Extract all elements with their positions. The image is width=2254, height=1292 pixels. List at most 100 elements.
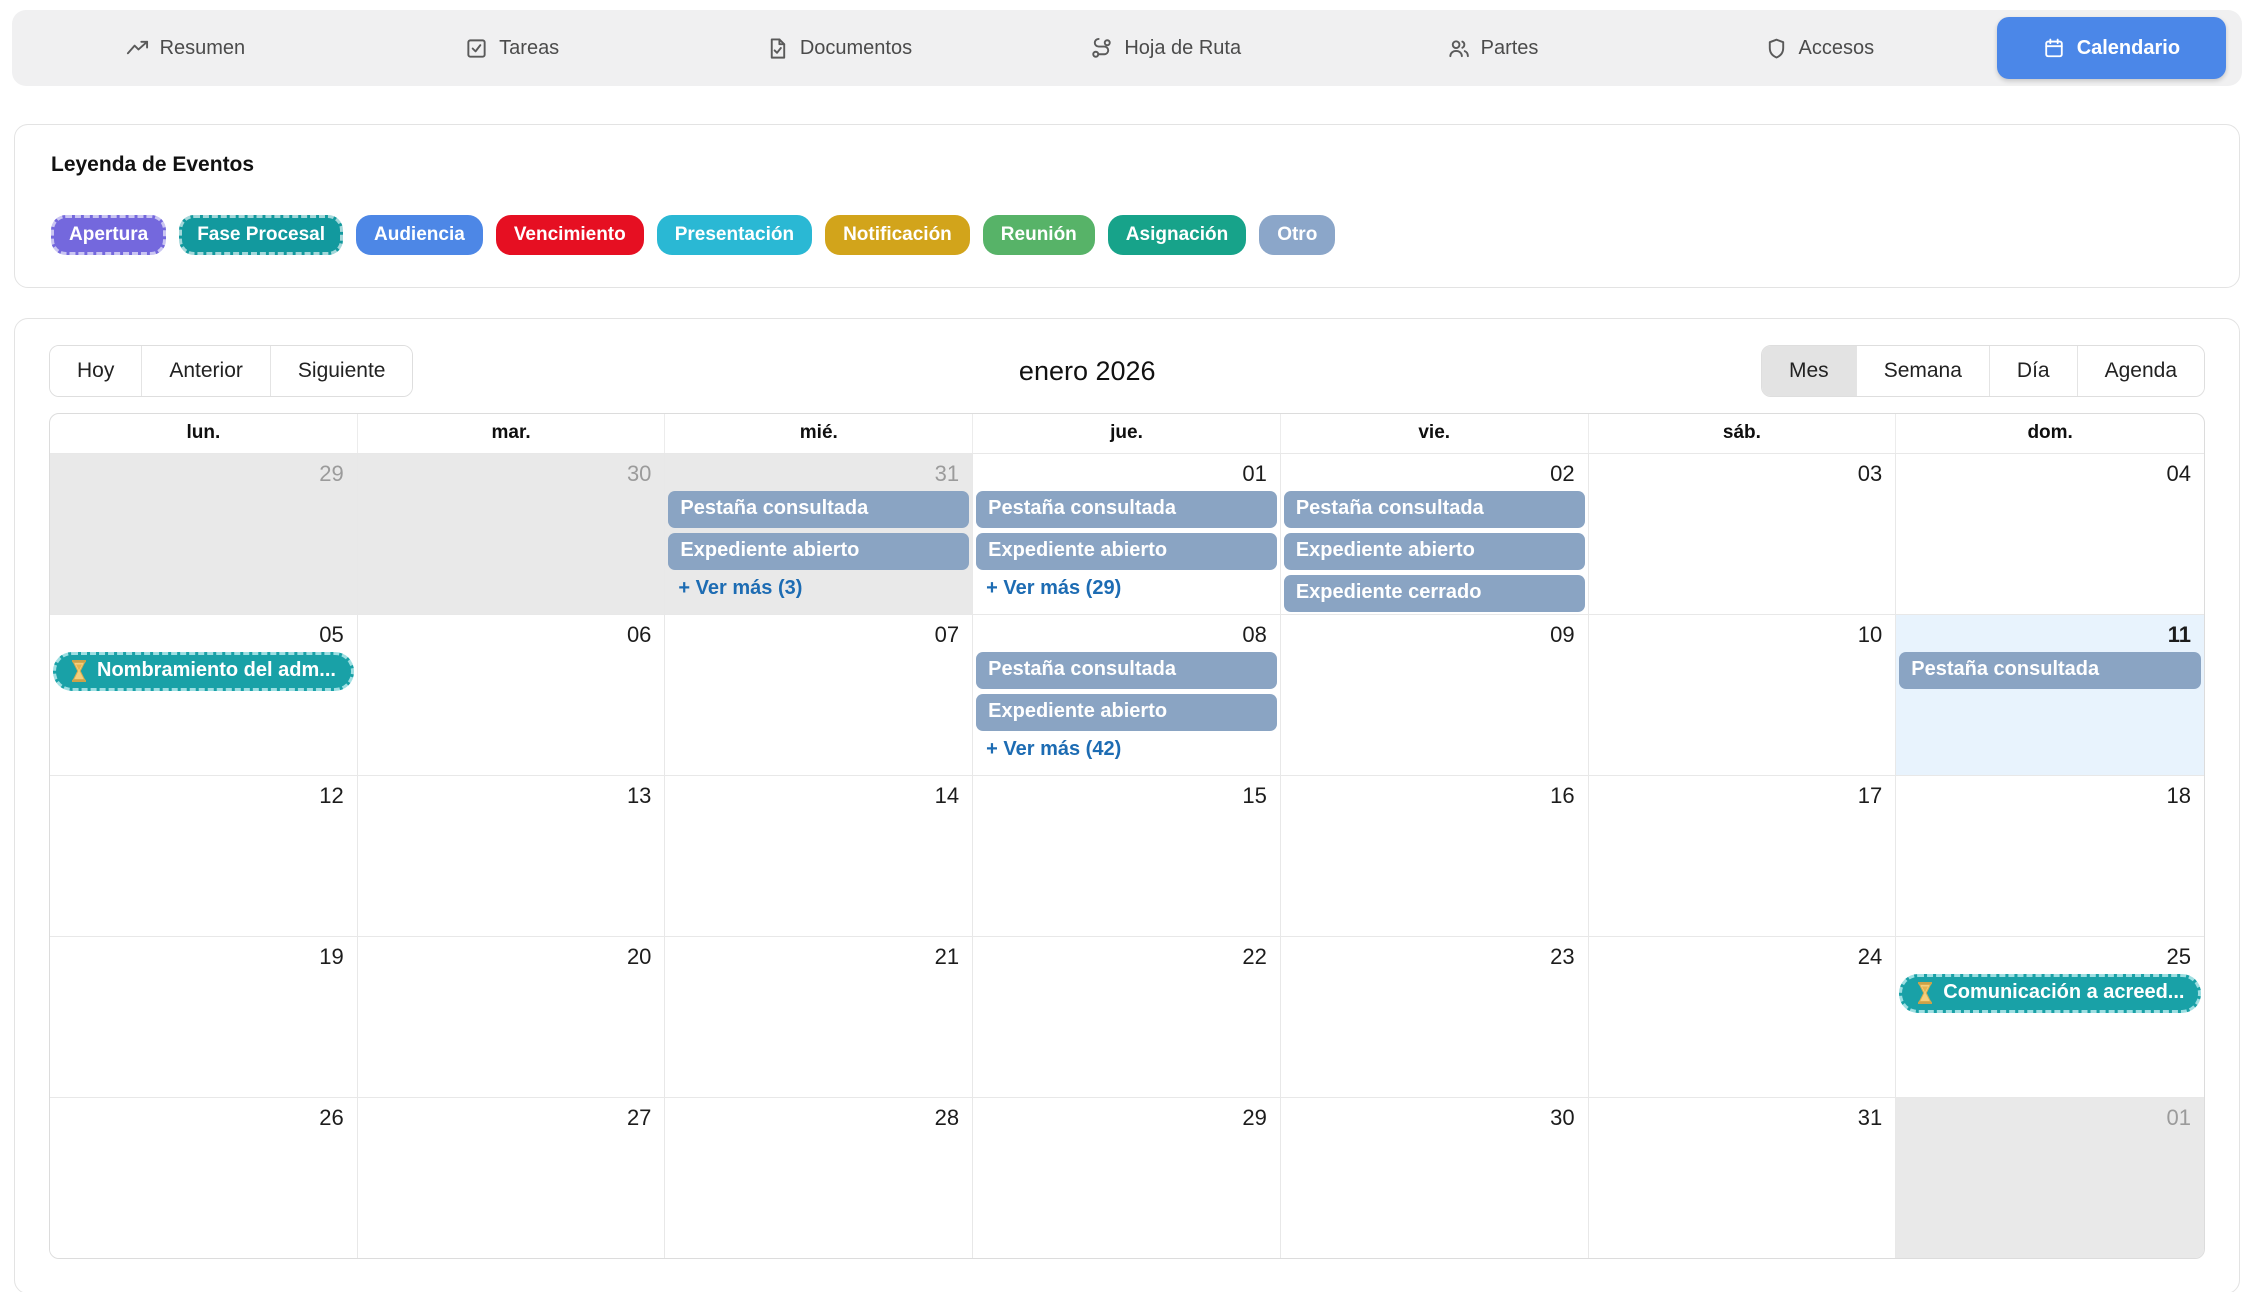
legend-badge-asignación[interactable]: Asignación: [1107, 215, 1247, 255]
day-cell-26[interactable]: 26: [50, 1098, 358, 1258]
event-chip[interactable]: Pestaña consultada: [1283, 491, 1585, 528]
day-cell-06[interactable]: 06: [357, 615, 666, 775]
day-number: 29: [319, 461, 344, 486]
ver-mas-link[interactable]: + Ver más (3): [678, 577, 803, 599]
event-chip[interactable]: Expediente abierto: [668, 533, 970, 570]
day-cell-14[interactable]: 14: [665, 776, 974, 936]
day-cell-01[interactable]: 01 Pestaña consultada Expediente abierto + …: [973, 454, 1281, 614]
day-cell-18[interactable]: 18: [1896, 776, 2204, 936]
tab-calendario-active[interactable]: Calendario: [1996, 17, 2227, 79]
day-number: 09: [1550, 622, 1575, 647]
week-row: 05 Nombramiento del adm... 06 07 08 Pestaña c…: [50, 614, 2204, 775]
day-cell-24[interactable]: 24: [1588, 937, 1897, 1097]
day-cell-30[interactable]: 30: [1280, 1098, 1589, 1258]
file-check-icon: [770, 37, 785, 59]
legend-badge-fase-procesal[interactable]: Fase Procesal: [179, 215, 343, 255]
tab-accesos[interactable]: Accesos: [1656, 37, 1983, 60]
month-grid: lun. mar. mié. jue. vie. sáb. dom. 29 30 31 Pesta…: [49, 413, 2205, 1259]
day-cell-31[interactable]: 31: [1588, 1098, 1897, 1258]
day-cell-11[interactable]: 11 Pestaña consultada: [1896, 615, 2204, 775]
prev-button[interactable]: Anterior: [141, 346, 270, 396]
day-number: 14: [934, 783, 960, 808]
day-cell-17[interactable]: 17: [1588, 776, 1897, 936]
day-cell-02[interactable]: 02 Pestaña consultada Expediente abierto Ex…: [1280, 454, 1589, 614]
day-cell-12[interactable]: 12: [50, 776, 358, 936]
tab-resumen[interactable]: Resumen: [22, 37, 349, 60]
calendar-icon: [2044, 38, 2063, 58]
legend-card: Leyenda de Eventos Apertura Fase Procesal…: [14, 124, 2240, 288]
day-cell-20[interactable]: 20: [357, 937, 666, 1097]
week-row: 12 13 14 15 16 17 18: [50, 775, 2204, 936]
event-chip[interactable]: Expediente abierto: [1283, 533, 1585, 570]
view-button-día[interactable]: Día: [1988, 346, 2077, 396]
event-chip[interactable]: Pestaña consultada: [976, 491, 1277, 528]
legend-badge-otro[interactable]: Otro: [1259, 215, 1336, 255]
legend-title: Leyenda de Eventos: [51, 153, 255, 176]
day-cell-07[interactable]: 07: [665, 615, 974, 775]
day-number: 26: [319, 1105, 344, 1130]
event-chip[interactable]: Expediente abierto: [976, 533, 1277, 570]
day-number: 19: [319, 944, 344, 969]
tab-hoja-de-ruta[interactable]: Hoja de Ruta: [1002, 37, 1329, 60]
day-cell-03[interactable]: 03: [1588, 454, 1897, 614]
tab-documentos[interactable]: Documentos: [676, 37, 1003, 60]
day-cell-13[interactable]: 13: [357, 776, 666, 936]
tab-tareas[interactable]: Tareas: [349, 37, 676, 60]
day-of-week-header: lun. mar. mié. jue. vie. sáb. dom.: [50, 414, 2204, 453]
day-number: 30: [1550, 1105, 1575, 1130]
day-cell-28[interactable]: 28: [665, 1098, 974, 1258]
event-chip[interactable]: Pestaña consultada: [976, 652, 1277, 689]
view-button-mes[interactable]: Mes: [1762, 346, 1856, 396]
day-number: 30: [626, 461, 652, 486]
legend-badge-notificación[interactable]: Notificación: [825, 215, 970, 255]
view-button-semana[interactable]: Semana: [1855, 346, 1989, 396]
day-cell-08[interactable]: 08 Pestaña consultada Expediente abierto + …: [973, 615, 1281, 775]
day-cell-15[interactable]: 15: [973, 776, 1281, 936]
ver-mas-link[interactable]: + Ver más (42): [986, 738, 1122, 760]
day-cell-22[interactable]: 22: [973, 937, 1281, 1097]
day-cell-27[interactable]: 27: [357, 1098, 666, 1258]
event-chip[interactable]: Pestaña consultada: [668, 491, 970, 528]
tab-partes[interactable]: Partes: [1329, 37, 1656, 60]
view-button-agenda[interactable]: Agenda: [2076, 346, 2204, 396]
day-cell-25[interactable]: 25 Comunicación a acreed...: [1896, 937, 2204, 1097]
top-navigation: Resumen Tareas Documentos Hoja de Ruta Parte…: [12, 10, 2242, 86]
legend-badge-apertura[interactable]: Apertura: [51, 215, 167, 255]
day-cell-10[interactable]: 10: [1588, 615, 1897, 775]
next-button[interactable]: Siguiente: [269, 346, 413, 396]
legend-badge-reunión[interactable]: Reunión: [982, 215, 1095, 255]
event-chip[interactable]: Pestaña consultada: [1899, 652, 2201, 689]
day-cell-21[interactable]: 21: [665, 937, 974, 1097]
dow-header: sáb.: [1589, 414, 1897, 453]
day-cell-31-other[interactable]: 31 Pestaña consultada Expediente abierto + …: [665, 454, 974, 614]
day-cell-19[interactable]: 19: [50, 937, 358, 1097]
day-cell-09[interactable]: 09: [1280, 615, 1589, 775]
legend-badge-presentación[interactable]: Presentación: [656, 215, 813, 255]
legend-badge-audiencia[interactable]: Audiencia: [356, 215, 483, 255]
day-cell-05[interactable]: 05 Nombramiento del adm...: [50, 615, 358, 775]
events-list: Nombramiento del adm...: [50, 652, 357, 691]
dow-header: jue.: [973, 414, 1281, 453]
week-row: 19 20 21 22 23 24 25 Comunicación a acreed...: [50, 936, 2204, 1097]
dow-header: mié.: [665, 414, 974, 453]
day-cell-04[interactable]: 04: [1896, 454, 2204, 614]
view-button-group: Mes Semana Día Agenda: [1761, 345, 2205, 397]
event-chip[interactable]: Expediente cerrado: [1283, 575, 1585, 612]
day-cell-30-other[interactable]: 30: [357, 454, 666, 614]
ver-mas-link[interactable]: + Ver más (29): [986, 577, 1122, 599]
event-chip[interactable]: Expediente abierto: [976, 694, 1277, 731]
day-number: 31: [934, 461, 960, 486]
event-chip-phase[interactable]: Nombramiento del adm...: [53, 652, 354, 691]
day-cell-16[interactable]: 16: [1280, 776, 1589, 936]
event-chip-phase[interactable]: Comunicación a acreed...: [1899, 974, 2201, 1013]
today-button[interactable]: Hoy: [50, 346, 142, 396]
day-number: 31: [1857, 1105, 1883, 1130]
day-cell-29[interactable]: 29: [973, 1098, 1281, 1258]
day-cell-29-other[interactable]: 29: [50, 454, 358, 614]
check-square-icon: [467, 38, 486, 58]
day-cell-01-other[interactable]: 01: [1896, 1098, 2204, 1258]
day-cell-23[interactable]: 23: [1280, 937, 1589, 1097]
legend-badge-vencimiento[interactable]: Vencimiento: [495, 215, 644, 255]
events-list: Pestaña consultada Expediente abierto + Ve…: [973, 652, 1280, 763]
